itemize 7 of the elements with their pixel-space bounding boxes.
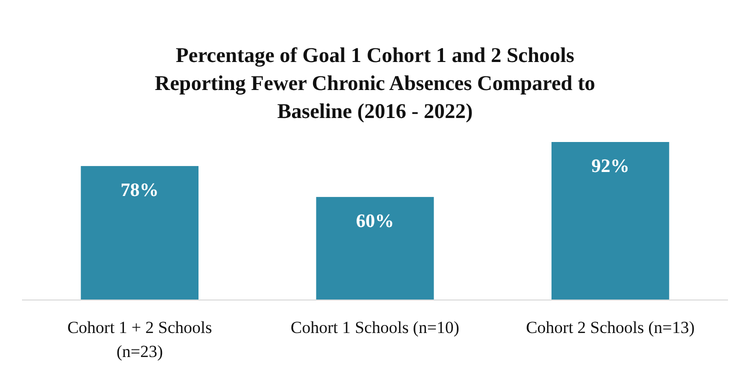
data-label: 60%: [356, 210, 394, 232]
chart-title: Percentage of Goal 1 Cohort 1 and 2 Schools Reporting Fewer Chronic Absences Compared to Baseline (2016 - 2022): [154, 43, 596, 123]
x-tick-label: Cohort 1 Schools (n=10): [290, 318, 460, 337]
x-tick-label: Cohort 2 Schools (n=13): [526, 318, 695, 337]
data-label: 78%: [120, 180, 159, 202]
data-label: 92%: [591, 156, 630, 177]
x-tick-label: Cohort 1 + 2 Schools (n=23): [67, 318, 212, 361]
